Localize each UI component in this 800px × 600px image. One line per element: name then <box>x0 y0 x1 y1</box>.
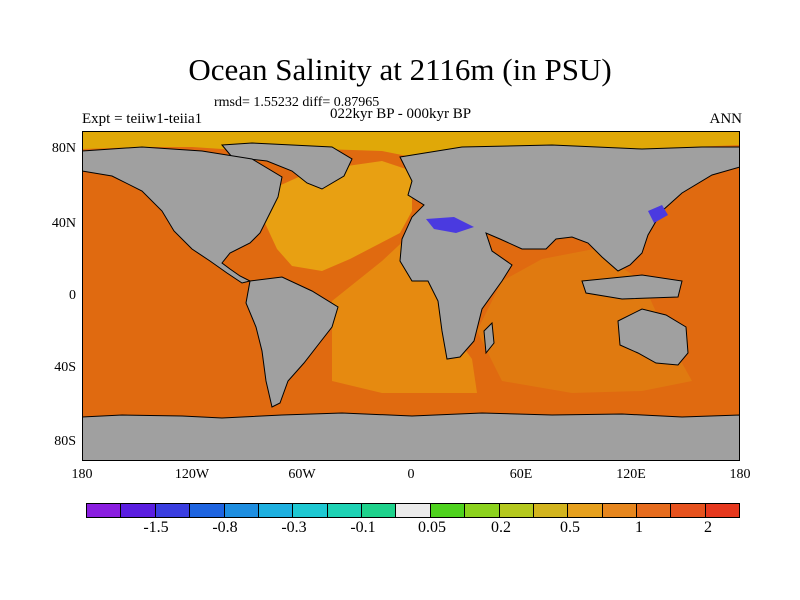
colorbar-swatch <box>430 504 466 517</box>
greenland <box>220 142 353 190</box>
colorbar-swatch <box>396 504 431 517</box>
y-tick-80n: 80N <box>51 141 76 156</box>
indonesia <box>581 274 683 300</box>
colorbar-label: 1 <box>635 519 643 536</box>
antarctica <box>82 412 740 461</box>
colorbar-swatch <box>533 504 569 517</box>
north-america <box>82 146 283 284</box>
y-tick-0: 0 <box>69 288 76 303</box>
colorbar-label: 0.2 <box>491 519 511 536</box>
colorbar-swatch <box>327 504 362 517</box>
time-period: 022kyr BP - 000kyr BP <box>330 106 472 122</box>
y-tick-40s: 40S <box>54 360 76 375</box>
south-america <box>245 276 339 408</box>
colorbar-swatch <box>637 504 672 517</box>
colorbar-swatch <box>671 504 706 517</box>
x-tick-60e: 60E <box>509 467 533 482</box>
madagascar <box>483 321 495 355</box>
colorbar-swatch <box>121 504 156 517</box>
mediterranean-patch <box>426 217 474 233</box>
japan-sea-patch <box>648 205 668 223</box>
x-tick-120w: 120W <box>174 467 210 482</box>
rmsd-diff-stats: rmsd= 1.55232 diff= 0.87965 <box>214 95 380 110</box>
colorbar-label: 0.05 <box>418 519 446 536</box>
colorbar-swatch <box>224 504 259 517</box>
colorbar-swatch <box>568 504 603 517</box>
colorbar-label: -1.5 <box>143 519 169 536</box>
season-label: ANN <box>709 111 743 127</box>
x-tick-180-west: 180 <box>71 467 93 482</box>
x-tick-120e: 120E <box>616 467 646 482</box>
colorbar-swatch <box>190 504 225 517</box>
x-tick-180-east: 180 <box>729 467 751 482</box>
colorbar-swatch <box>362 504 397 517</box>
colorbar-swatch <box>602 504 637 517</box>
experiment-label: Expt = teiiw1-teiia1 <box>82 111 203 127</box>
arctic-ocean <box>82 131 740 161</box>
colorbar-label: -0.3 <box>281 519 307 536</box>
colorbar-swatch <box>705 504 740 517</box>
map-frame <box>82 131 740 461</box>
colorbar-swatch <box>258 504 294 517</box>
x-tick-0: 0 <box>407 467 415 482</box>
y-tick-80s: 80S <box>54 434 76 449</box>
salinity-map <box>82 131 740 461</box>
colorbar-label: -0.8 <box>212 519 238 536</box>
colorbar-label: 0.5 <box>560 519 580 536</box>
colorbar-swatch <box>155 504 191 517</box>
colorbar-swatch <box>293 504 328 517</box>
colorbar-swatch <box>87 504 122 517</box>
y-tick-40n: 40N <box>51 216 76 231</box>
colorbar <box>86 503 740 518</box>
colorbar-swatch <box>499 504 534 517</box>
australia <box>617 308 689 366</box>
eurasia-africa <box>399 144 740 360</box>
colorbar-swatch <box>465 504 500 517</box>
map-title: Ocean Salinity at 2116m (in PSU) <box>188 52 612 87</box>
colorbar-label: 2 <box>704 519 712 536</box>
colorbar-label: -0.1 <box>350 519 376 536</box>
north-atlantic <box>264 161 412 271</box>
x-tick-60w: 60W <box>288 467 316 482</box>
